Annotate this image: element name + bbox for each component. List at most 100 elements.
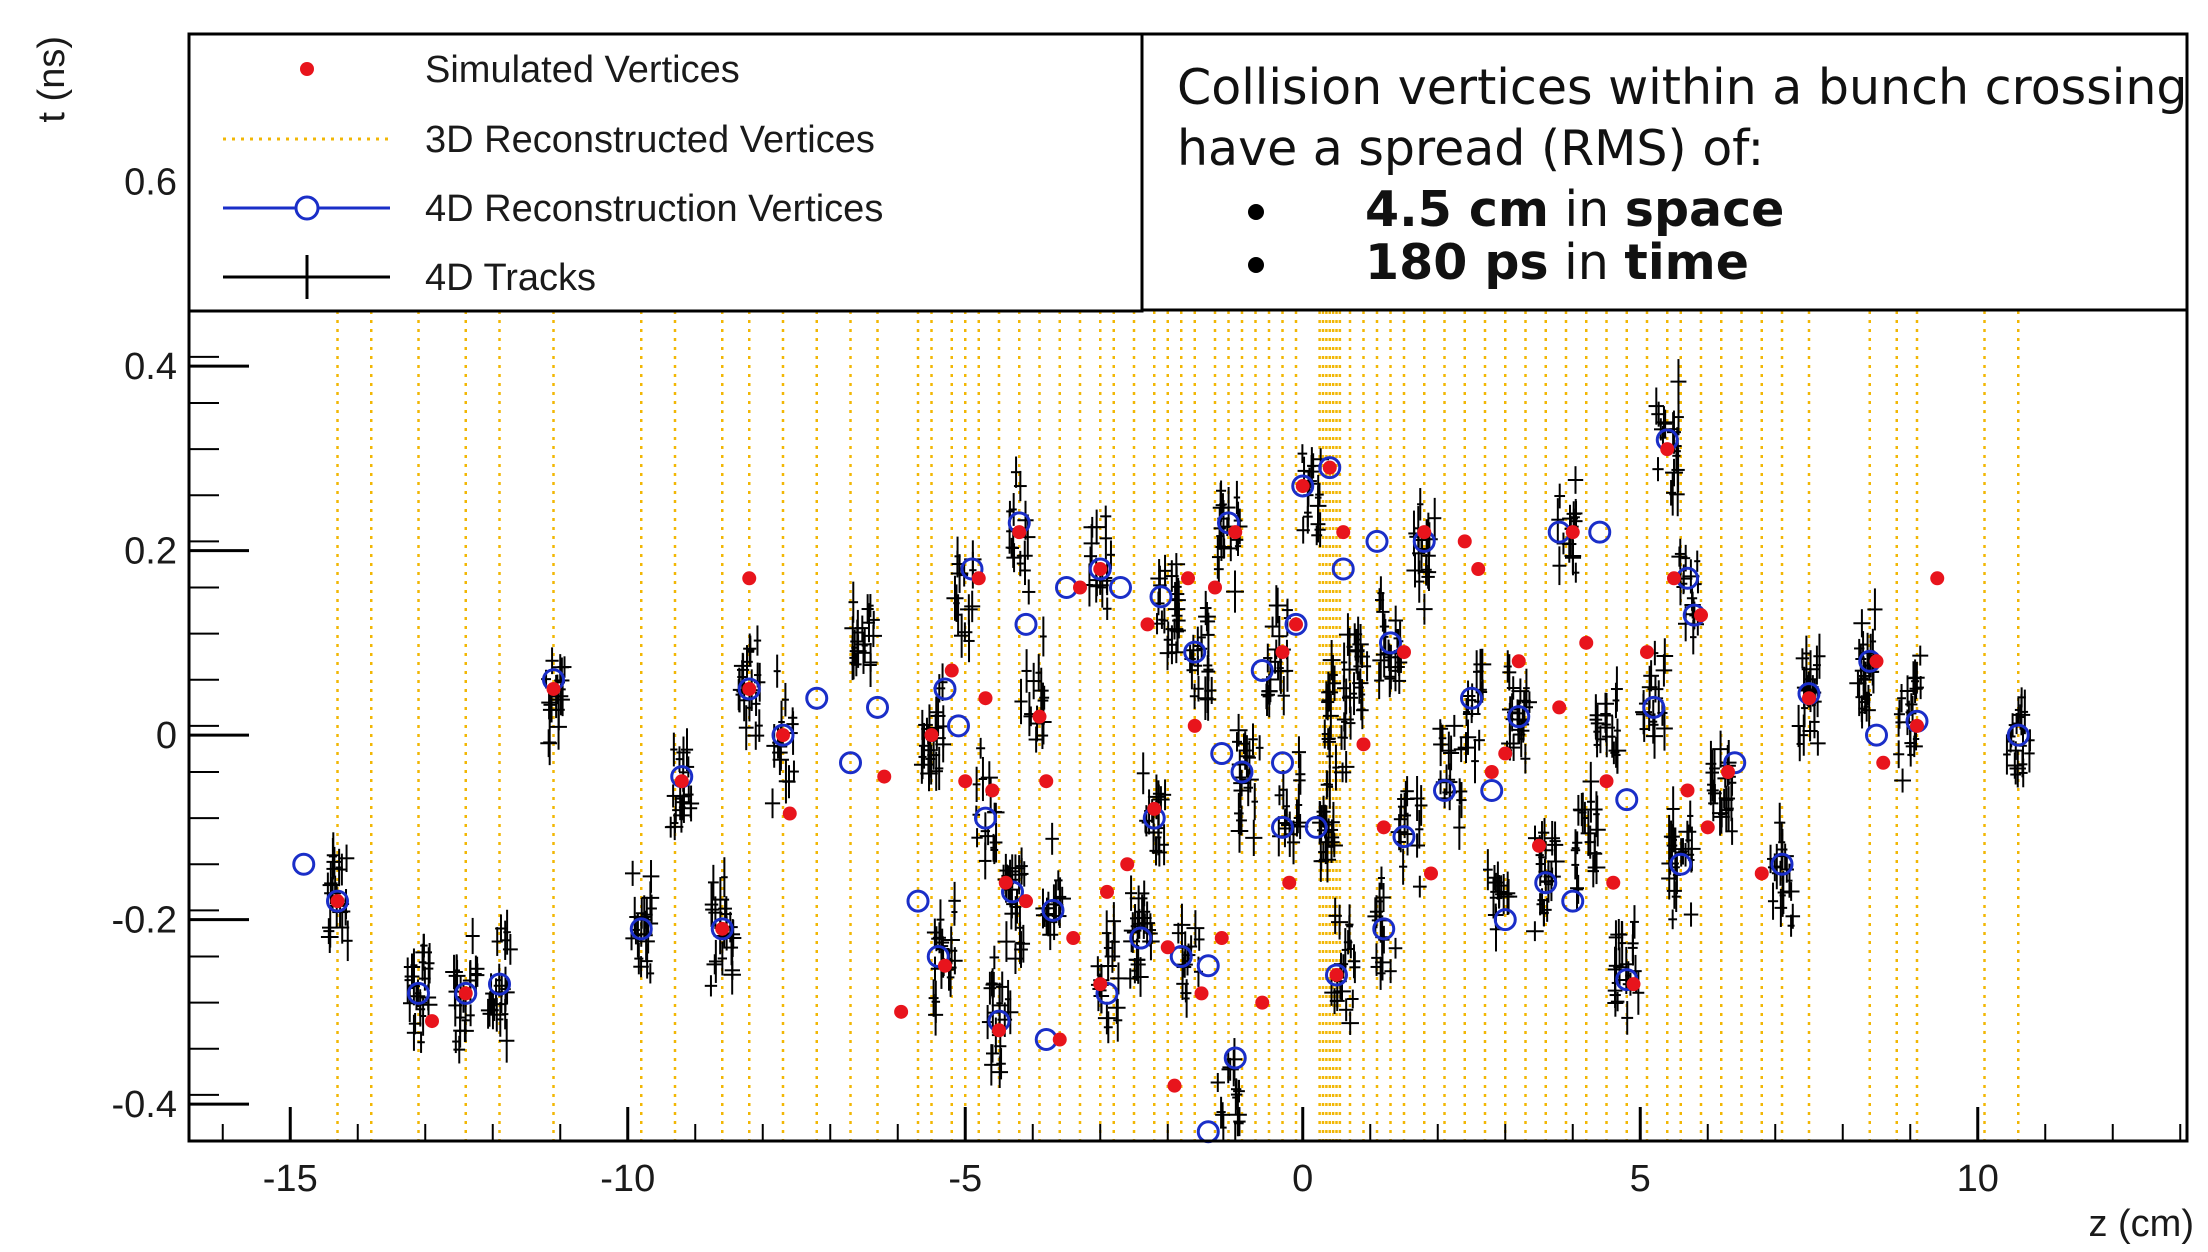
simulated-vertex [715, 921, 730, 936]
annotation-line-1: Collision vertices within a bunch crossi… [1177, 59, 2188, 116]
reconstructed-4d-vertex [1271, 751, 1294, 775]
simulated-vertex [938, 958, 952, 973]
simulated-vertex [1181, 571, 1195, 586]
x-axis-title: z (cm) [2088, 1203, 2194, 1245]
simulated-vertex [985, 783, 1000, 798]
reconstructed-4d-vertex [1561, 889, 1585, 913]
reconstructed-4d-vertex [1223, 1046, 1247, 1070]
reconstructed-4d-vertex [1493, 908, 1517, 932]
space-spread-value: 4.5 cm [1365, 181, 1549, 238]
track-error-bars [320, 359, 2035, 1142]
annotation-bullet-2 [1248, 257, 1264, 273]
y-tick-label: 0.6 [124, 162, 177, 204]
simulated-vertex [1187, 718, 1202, 733]
reconstructed-4d-vertex [1149, 585, 1173, 609]
reconstructed-4d-vertex [1588, 520, 1612, 544]
reconstructed-4d-vertex [1480, 778, 1504, 802]
reconstructed-4d-vertex [1392, 825, 1416, 849]
simulated-vertex [1356, 737, 1371, 752]
space-spread-dimension: space [1625, 181, 1785, 238]
reconstructed-4d-vertex [1129, 926, 1153, 950]
simulated-vertex [1680, 783, 1695, 798]
reconstructed-4d-vertex [488, 972, 511, 996]
time-spread-dimension: time [1624, 234, 1749, 291]
legend-4d-label: 4D Reconstruction Vertices [425, 188, 883, 230]
simulated-vertex [1120, 857, 1135, 872]
simulated-vertex [1532, 838, 1546, 853]
reconstructed-4d-vertex [771, 723, 795, 747]
simulated-vertex [742, 681, 757, 696]
simulated-vertex [1660, 442, 1675, 457]
legend-4d-marker [294, 195, 320, 221]
simulated-vertex [1336, 525, 1351, 540]
simulated-vertex [1329, 967, 1344, 982]
reconstructed-4d-vertex [1770, 852, 1794, 876]
legend-3d-label: 3D Reconstructed Vertices [425, 119, 875, 161]
simulated-vertex [1640, 645, 1654, 660]
simulated-vertex [674, 774, 689, 789]
simulated-vertex [1511, 654, 1526, 669]
simulated-vertex [1484, 765, 1499, 779]
simulated-vertex [1876, 755, 1891, 770]
simulated-vertex [1228, 525, 1243, 540]
simulated-vertex [1552, 700, 1567, 715]
reconstructed-4d-vertex [326, 889, 349, 913]
x-tick-label: 0 [1292, 1158, 1313, 1200]
simulated-vertex [877, 769, 892, 784]
simulated-vertex [1397, 645, 1411, 660]
annotation-bullet-2-text: 180 ps in time [1365, 234, 1749, 291]
legend-simulated-label: Simulated Vertices [425, 49, 740, 91]
time-spread-value: 180 ps [1365, 234, 1549, 291]
reconstructed-4d-vertex [1331, 557, 1355, 581]
simulated-vertex [742, 571, 757, 586]
simulated-vertex [1457, 534, 1472, 549]
reconstructed-4d-vertex [933, 677, 957, 701]
x-tick-label: 10 [1957, 1158, 1999, 1200]
reconstructed-4d-vertex [906, 889, 930, 913]
simulated-vertices [330, 442, 1945, 1093]
reconstructed-4d-vertex [1642, 695, 1666, 719]
reconstructed-4d-vertex [805, 686, 829, 710]
y-axis-title: t (ns) [31, 36, 73, 123]
simulated-vertex [1073, 580, 1087, 595]
simulated-vertex [1289, 617, 1303, 632]
simulated-vertex [1214, 931, 1229, 946]
simulated-vertex [546, 681, 561, 696]
x-tick-label: 5 [1630, 1158, 1651, 1200]
y-tick-label: 0.2 [124, 531, 177, 573]
simulated-vertex [458, 986, 473, 1001]
reconstructed-4d-vertex [1041, 898, 1065, 922]
simulated-vertex [971, 571, 986, 586]
simulated-vertex [1093, 977, 1108, 992]
reconstructed-4d-vertex [1379, 631, 1402, 655]
reconstructed-4d-vertex [1325, 963, 1348, 987]
reconstructed-4d-vertex [1183, 640, 1207, 664]
reconstructed-4d-vertex [1250, 659, 1274, 683]
legend-tracks-label: 4D Tracks [425, 257, 596, 299]
simulated-vertex [1498, 746, 1513, 761]
annotation-line-2: have a spread (RMS) of: [1177, 120, 1764, 177]
reconstructed-4d-vertex [1088, 557, 1112, 581]
reconstructed-4d-vertex [1372, 917, 1396, 941]
simulated-vertex [1032, 709, 1047, 724]
simulated-vertex [1039, 774, 1054, 789]
reconstructed-4d-vertex [839, 751, 862, 775]
reconstructed-4d-vertex [1365, 529, 1389, 553]
reconstructed-4d-vertex [947, 714, 970, 738]
time-spread-in: in [1549, 234, 1625, 291]
simulated-vertex [1147, 801, 1162, 816]
simulated-vertex [998, 875, 1013, 890]
reconstructed-4d-vertex [1169, 945, 1193, 968]
simulated-vertex [1194, 986, 1209, 1001]
reconstructed-4d-vertex [454, 981, 478, 1005]
reconstructed-4d-vertex [1109, 576, 1132, 599]
reconstructed-4d-vertex [1669, 852, 1693, 876]
simulated-vertex [1275, 645, 1290, 660]
simulated-vertex [1100, 884, 1114, 899]
simulated-vertex [1606, 875, 1621, 890]
reconstructed-4d-vertex [1433, 778, 1456, 802]
simulated-vertex [1160, 940, 1175, 955]
simulated-vertex [425, 1014, 439, 1029]
annotation-bullet-1 [1248, 204, 1264, 220]
